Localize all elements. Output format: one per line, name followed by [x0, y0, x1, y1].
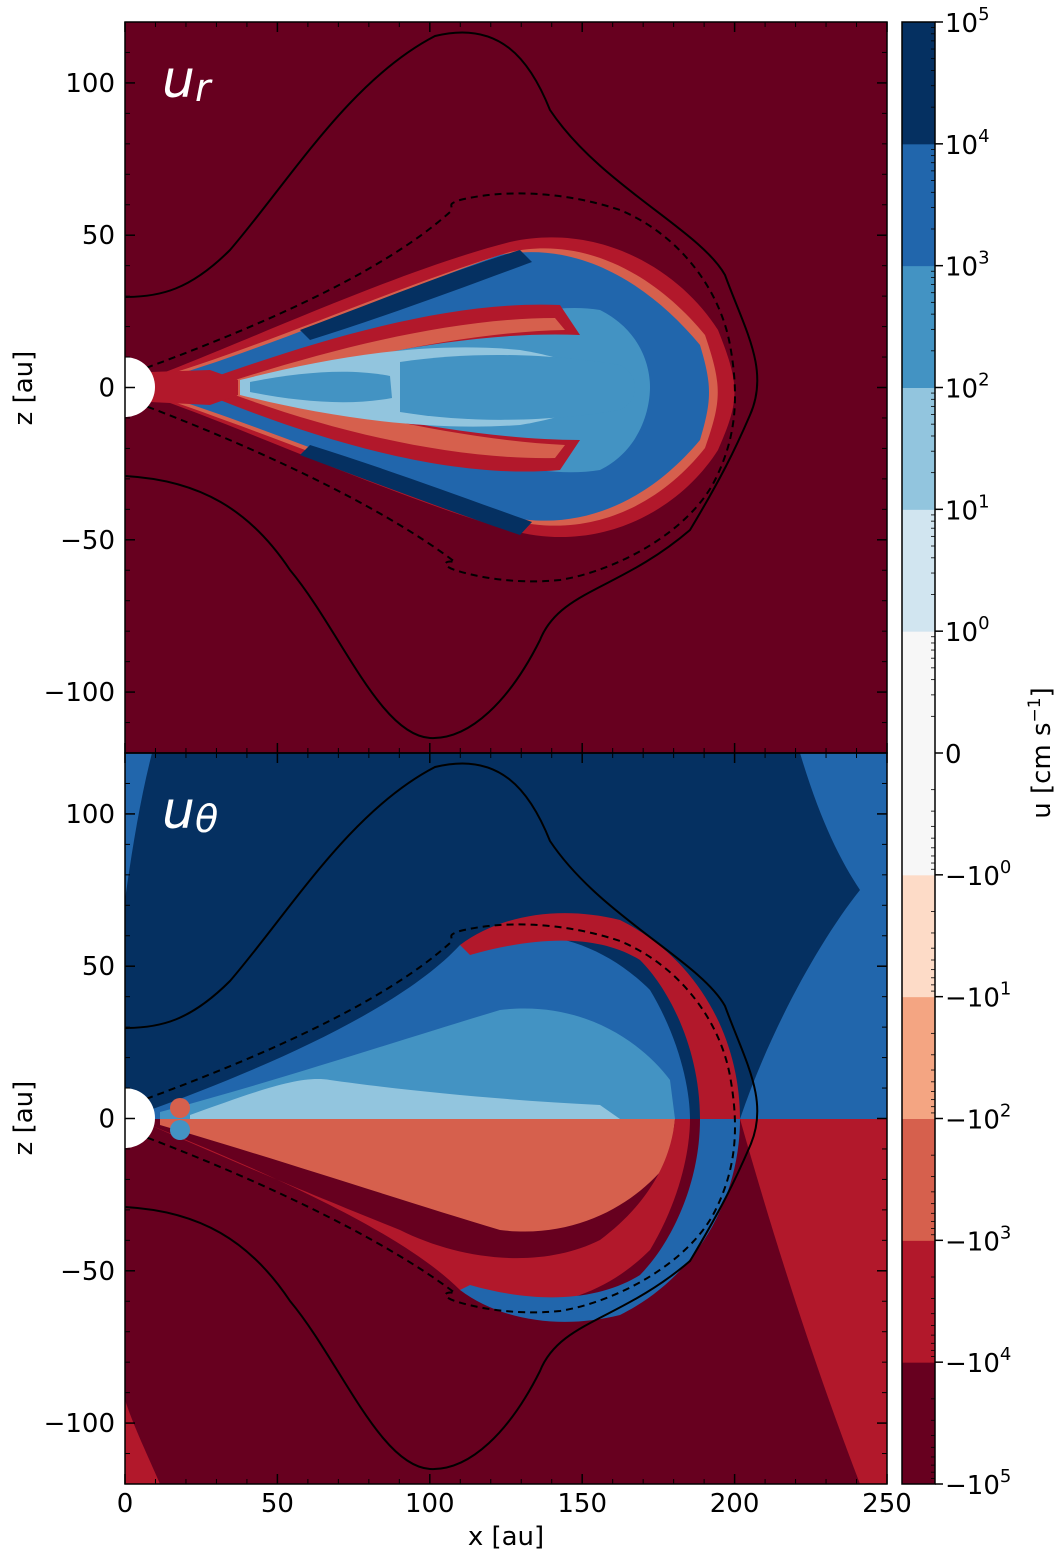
- ytick-label-1-100: 100: [65, 800, 115, 830]
- ut-contours: [125, 762, 759, 1471]
- ut-contour-dashed: [134, 923, 736, 1314]
- colorbar-tick-label-0: −105: [945, 1466, 1011, 1501]
- ytick-label-1--100: −100: [44, 1409, 115, 1439]
- ytick-label-1-0: 0: [98, 1105, 115, 1135]
- ur-contours: [125, 31, 759, 740]
- ut-star-mask: [125, 1088, 155, 1148]
- colorbar-swatch-8: [902, 387, 935, 510]
- colorbar-tick-label-1: −104: [945, 1344, 1011, 1379]
- colorbar-tick-label-10: 103: [945, 248, 990, 283]
- ur-region-dark-blue-upper: [300, 250, 532, 340]
- colorbar-swatch-6: [902, 631, 935, 754]
- colorbar-tick-label-11: 104: [945, 126, 990, 161]
- axis-ticks: −100 −50 0 50 100 −100 −50 0 50 100 0 50 100 150 200 25…: [44, 21, 912, 1519]
- ut-contour-solid: [125, 762, 759, 1471]
- ur-star-mask: [125, 357, 155, 417]
- colorbar-swatch-10: [902, 143, 935, 267]
- colorbar-swatch-11: [902, 22, 935, 145]
- ut-bubble-lower-light-red: [160, 1119, 675, 1232]
- colorbar-tick-label-5: −100: [945, 857, 1011, 892]
- ur-heatmap: [150, 237, 735, 538]
- ut-wedge-upper-blue: [740, 753, 887, 1119]
- colorbar-tick-label-4: −101: [945, 979, 1011, 1014]
- colorbar-label: u [cm s−1]: [1025, 687, 1057, 819]
- colorbar-swatch-7: [902, 509, 935, 632]
- ytick-label-1--50: −50: [60, 1257, 115, 1287]
- ut-bubble-upper-light-blue: [190, 1079, 620, 1119]
- ut-wedge-lower-red: [740, 1119, 887, 1484]
- ur-contour-solid: [125, 31, 759, 740]
- ytick-label-0-0: 0: [98, 374, 115, 404]
- xtick-label-150: 150: [557, 1489, 607, 1519]
- ut-panel-label: uθ: [162, 781, 218, 841]
- colorbar-tick-label-7: 100: [945, 613, 990, 648]
- colorbar-swatch-1: [902, 1240, 935, 1363]
- ut-shell-upper-red: [460, 913, 740, 1119]
- xlabel: x [au]: [468, 1522, 544, 1552]
- ytick-label-1-50: 50: [82, 952, 115, 982]
- xtick-label-0: 0: [117, 1489, 134, 1519]
- ur-ylabel: z [au]: [9, 351, 39, 426]
- xtick-label-50: 50: [261, 1489, 294, 1519]
- ur-region-throat-red: [150, 370, 238, 405]
- colorbar-tick-label-3: −102: [945, 1101, 1011, 1136]
- colorbar-tick-label-6: 0: [945, 740, 962, 770]
- ytick-label-0--50: −50: [60, 526, 115, 556]
- ur-region-dark-blue-lower: [300, 445, 532, 535]
- colorbar-tick-label-2: −103: [945, 1222, 1011, 1257]
- ut-ring-lower: [170, 1120, 190, 1140]
- ut-heatmap: [150, 913, 740, 1322]
- ut-left-lower-red: [125, 1400, 160, 1484]
- panel-utheta: [125, 753, 887, 1484]
- ut-left-upper-blue: [125, 753, 152, 900]
- colorbar-swatch-5: [902, 753, 935, 876]
- colorbar-tick-label-12: 105: [945, 4, 990, 39]
- colorbar-swatch-4: [902, 874, 935, 998]
- colorbar-swatch-0: [902, 1362, 935, 1485]
- colorbar: −105 −104 −103 −102 −101 −100 0 100 101 102 103 104…: [901, 4, 1011, 1501]
- ur-region-core-center-blue: [400, 354, 635, 420]
- ur-region-inner-red-band: [220, 304, 580, 472]
- ut-ylabel: z [au]: [9, 1081, 39, 1156]
- ytick-label-0--100: −100: [44, 678, 115, 708]
- colorbar-tick-label-9: 102: [945, 370, 990, 405]
- colorbar-swatch-9: [902, 265, 935, 388]
- ytick-label-0-100: 100: [65, 69, 115, 99]
- xtick-label-200: 200: [710, 1489, 760, 1519]
- ytick-label-0-50: 50: [82, 221, 115, 251]
- xtick-label-100: 100: [405, 1489, 455, 1519]
- colorbar-tick-label-8: 101: [945, 491, 990, 526]
- ur-region-inner-salmon: [235, 318, 565, 459]
- ut-bubble-lower-red: [150, 1119, 690, 1305]
- ur-contour-dashed: [134, 192, 736, 583]
- ur-region-core-mid-blue: [250, 371, 392, 403]
- panel-ur: [125, 22, 887, 753]
- xtick-label-250: 250: [862, 1489, 912, 1519]
- ut-ring-upper: [170, 1098, 190, 1118]
- ur-panel-label: ur: [162, 50, 213, 110]
- ut-shell-lower-blue: [460, 1119, 740, 1322]
- colorbar-swatch-2: [902, 1118, 935, 1241]
- colorbar-swatch-3: [902, 996, 935, 1119]
